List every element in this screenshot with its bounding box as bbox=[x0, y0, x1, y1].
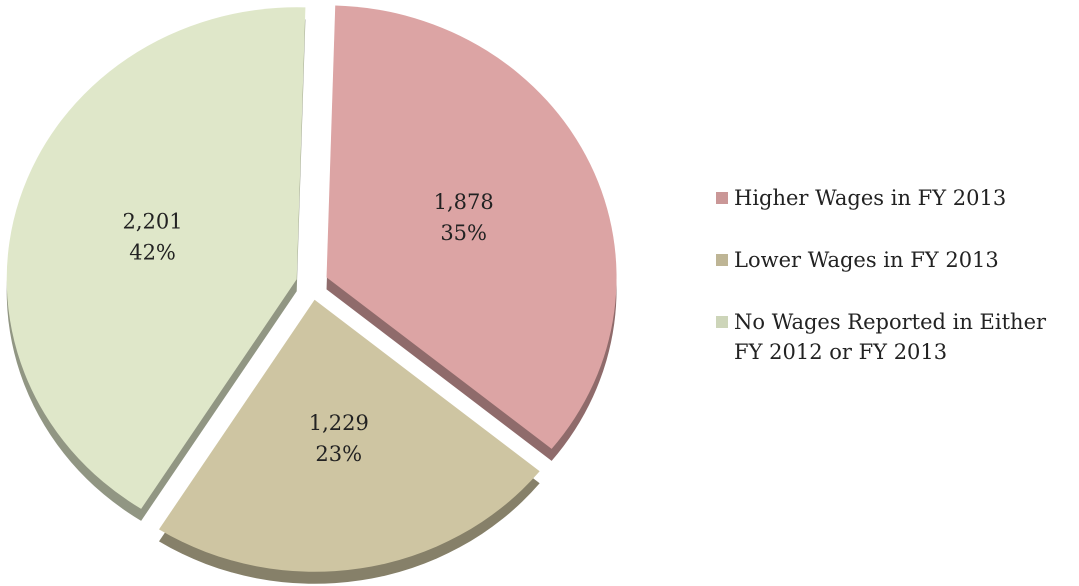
slice bbox=[158, 299, 540, 572]
legend-item: Lower Wages in FY 2013 bbox=[716, 245, 1076, 275]
percent-label: 23% bbox=[315, 442, 362, 466]
slice bbox=[6, 7, 306, 509]
value-label: 2,201 bbox=[122, 209, 182, 233]
legend-label: No Wages Reported in Either FY 2012 or F… bbox=[734, 310, 1047, 364]
percent-label: 42% bbox=[129, 240, 176, 264]
value-label: 1,229 bbox=[309, 411, 369, 435]
legend-swatch bbox=[716, 316, 728, 328]
legend-item: No Wages Reported in Either FY 2012 or F… bbox=[716, 307, 1076, 367]
legend-swatch bbox=[716, 192, 728, 204]
slice bbox=[326, 5, 617, 449]
legend-label: Lower Wages in FY 2013 bbox=[734, 248, 999, 272]
legend-swatch bbox=[716, 254, 728, 266]
legend: Higher Wages in FY 2013 Lower Wages in FY… bbox=[716, 183, 1076, 399]
percent-label: 35% bbox=[440, 221, 487, 245]
value-label: 1,878 bbox=[434, 190, 494, 214]
legend-label: Higher Wages in FY 2013 bbox=[734, 186, 1007, 210]
legend-item: Higher Wages in FY 2013 bbox=[716, 183, 1076, 213]
